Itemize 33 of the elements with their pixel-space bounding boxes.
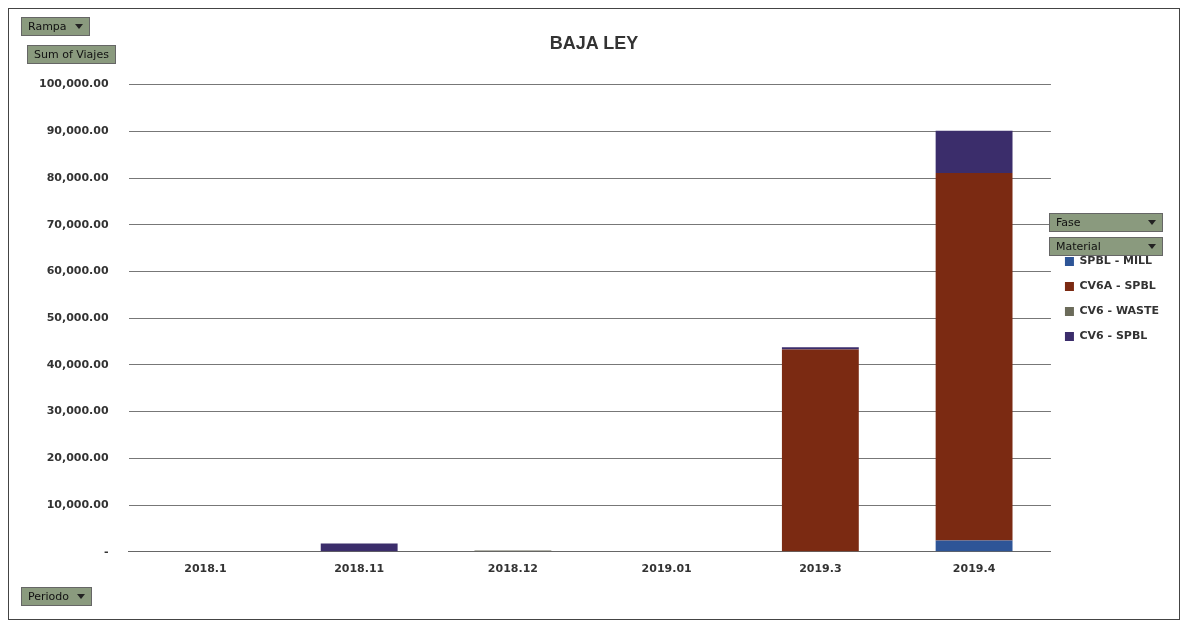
bar [935, 130, 1013, 173]
y-tick-label: 80,000.00 [46, 170, 109, 184]
field-button: Sum of Viajes [27, 45, 116, 64]
bar [320, 543, 398, 552]
y-tick-label: - [104, 544, 109, 558]
field-button: Rampa [21, 17, 90, 36]
legend-label: CV6A - SPBL [1079, 279, 1156, 293]
x-tick-label: 2018.11 [334, 562, 385, 576]
bar [935, 540, 1013, 552]
y-tick-label: 40,000.00 [46, 357, 109, 371]
legend-label: CV6 - WASTE [1079, 304, 1160, 318]
y-tick-label: 90,000.00 [46, 124, 109, 138]
y-tick-label: 100,000.00 [38, 77, 109, 91]
x-tick-label: 2018.1 [184, 562, 227, 576]
legend-label: SPBL - MILL [1079, 254, 1153, 268]
y-tick-label: 20,000.00 [46, 451, 109, 465]
x-tick-label: 2019.4 [952, 562, 996, 576]
y-tick-label: 70,000.00 [46, 217, 109, 231]
x-tick-label: 2018.12 [487, 562, 538, 576]
x-tick-label: 2019.01 [641, 562, 692, 576]
y-tick-label: 60,000.00 [46, 264, 109, 278]
bar [935, 172, 1013, 541]
y-tick-label: 30,000.00 [46, 404, 109, 418]
bar [781, 349, 859, 552]
y-tick-label: 10,000.00 [46, 497, 109, 511]
field-button: Material [1049, 237, 1163, 256]
bar [781, 347, 859, 350]
field-button: Periodo [21, 587, 93, 606]
chart-title: BAJA LEY [549, 32, 639, 53]
field-button: Fase [1049, 213, 1163, 232]
y-tick-label: 50,000.00 [46, 311, 109, 325]
x-tick-label: 2019.3 [799, 562, 842, 576]
legend-label: CV6 - SPBL [1079, 329, 1148, 343]
